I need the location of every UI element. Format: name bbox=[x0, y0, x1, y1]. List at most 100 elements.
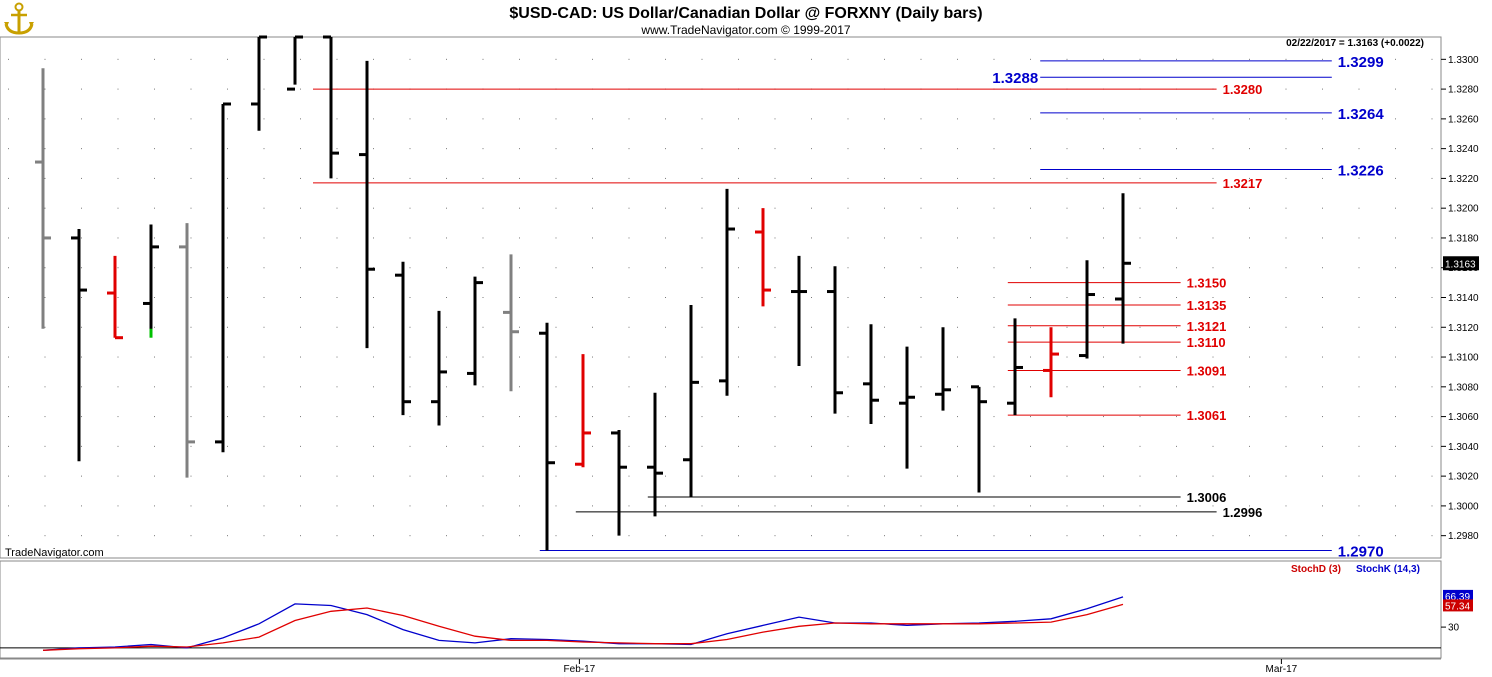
grid-dot bbox=[847, 535, 849, 537]
grid-dot bbox=[993, 416, 995, 418]
grid-dot bbox=[482, 267, 484, 269]
grid-dot bbox=[774, 326, 776, 328]
grid-dot bbox=[1285, 177, 1287, 179]
price-axis: 1.2980 1.3000 1.3020 1.3040 1.3060 1.3080 1.31… bbox=[1441, 55, 1479, 542]
grid-dot bbox=[774, 356, 776, 358]
grid-dot bbox=[993, 326, 995, 328]
grid-dot bbox=[738, 207, 739, 209]
grid-dot bbox=[1285, 118, 1287, 120]
grid-dot bbox=[409, 267, 411, 269]
grid-dot bbox=[263, 148, 265, 150]
grid-dot bbox=[482, 148, 484, 150]
grid-dot bbox=[1212, 386, 1214, 388]
grid-dot bbox=[811, 326, 812, 328]
grid-dot bbox=[993, 58, 995, 60]
grid-dot bbox=[1285, 58, 1287, 60]
grid-dot bbox=[8, 505, 9, 507]
grid-dot bbox=[446, 535, 447, 537]
price-tick-label: 1.3020 bbox=[1448, 472, 1479, 483]
grid-dot bbox=[1431, 475, 1433, 477]
grid-dot bbox=[81, 237, 82, 239]
grid-dot bbox=[1431, 177, 1433, 179]
grid-dot bbox=[993, 297, 995, 298]
grid-dot bbox=[1212, 207, 1214, 209]
grid-dot bbox=[774, 237, 776, 239]
grid-dot bbox=[519, 58, 520, 60]
grid-dot bbox=[154, 356, 155, 358]
grid-dot bbox=[117, 297, 119, 298]
grid-dot bbox=[117, 386, 119, 388]
grid-dot bbox=[884, 505, 885, 507]
grid-dot bbox=[811, 445, 812, 447]
grid-dot bbox=[1249, 326, 1250, 328]
grid-dot bbox=[446, 297, 447, 298]
grid-dot bbox=[1066, 326, 1068, 328]
grid-dot bbox=[920, 177, 922, 179]
time-tick-label: Feb-17 bbox=[564, 664, 596, 675]
grid-dot bbox=[227, 118, 228, 120]
grid-dot bbox=[227, 267, 228, 269]
grid-dot bbox=[44, 148, 46, 150]
grid-dot bbox=[446, 326, 447, 328]
grid-dot bbox=[1322, 326, 1323, 328]
grid-dot bbox=[1358, 58, 1360, 60]
grid-dot bbox=[336, 326, 338, 328]
grid-dot bbox=[1030, 58, 1031, 60]
grid-dot bbox=[957, 535, 958, 537]
grid-dot bbox=[884, 416, 885, 418]
grid-dot bbox=[738, 505, 739, 507]
grid-dot bbox=[1285, 356, 1287, 358]
grid-dot bbox=[957, 475, 958, 477]
grid-dot bbox=[738, 297, 739, 298]
grid-dot bbox=[701, 58, 703, 60]
grid-dot bbox=[117, 148, 119, 150]
grid-dot bbox=[1249, 267, 1250, 269]
grid-dot bbox=[373, 445, 374, 447]
grid-dot bbox=[117, 58, 119, 60]
grid-dot bbox=[701, 326, 703, 328]
grid-dot bbox=[227, 297, 228, 298]
grid-dot bbox=[1431, 88, 1433, 90]
grid-dot bbox=[8, 356, 9, 358]
ohlc-bar-23 bbox=[827, 266, 843, 414]
grid-dot bbox=[1103, 148, 1104, 150]
grid-dot bbox=[8, 475, 9, 477]
grid-dot bbox=[263, 118, 265, 120]
grid-dot bbox=[920, 207, 922, 209]
grid-dot bbox=[1358, 237, 1360, 239]
grid-dot bbox=[1395, 177, 1396, 179]
grid-dot bbox=[847, 416, 849, 418]
grid-dot bbox=[920, 326, 922, 328]
grid-dot bbox=[1030, 475, 1031, 477]
grid-dot bbox=[555, 535, 557, 537]
grid-dot bbox=[555, 445, 557, 447]
grid-dot bbox=[665, 386, 666, 388]
grid-dot bbox=[811, 58, 812, 60]
grid-dot bbox=[300, 58, 301, 60]
grid-dot bbox=[1066, 535, 1068, 537]
price-tick-label: 1.3260 bbox=[1448, 114, 1479, 125]
level-label-1.3135: 1.3135 bbox=[1187, 298, 1227, 313]
grid-dot bbox=[592, 148, 593, 150]
grid-dot bbox=[154, 475, 155, 477]
grid-dot bbox=[154, 445, 155, 447]
grid-dot bbox=[1212, 326, 1214, 328]
grid-dot bbox=[993, 535, 995, 537]
grid-dot bbox=[263, 58, 265, 60]
grid-dot bbox=[1358, 88, 1360, 90]
grid-dot bbox=[920, 58, 922, 60]
grid-dot bbox=[44, 177, 46, 179]
stochastic-lines bbox=[42, 596, 1124, 651]
grid-dot bbox=[446, 207, 447, 209]
grid-dot bbox=[300, 475, 301, 477]
grid-dot bbox=[446, 475, 447, 477]
grid-dot bbox=[920, 237, 922, 239]
ohlc-bar-26 bbox=[935, 327, 951, 411]
grid-dot bbox=[409, 356, 411, 358]
grid-dot bbox=[1176, 58, 1177, 60]
grid-dot bbox=[1066, 118, 1068, 120]
grid-dot bbox=[1431, 58, 1433, 60]
grid-dot bbox=[628, 505, 630, 507]
grid-dot bbox=[1066, 356, 1068, 358]
